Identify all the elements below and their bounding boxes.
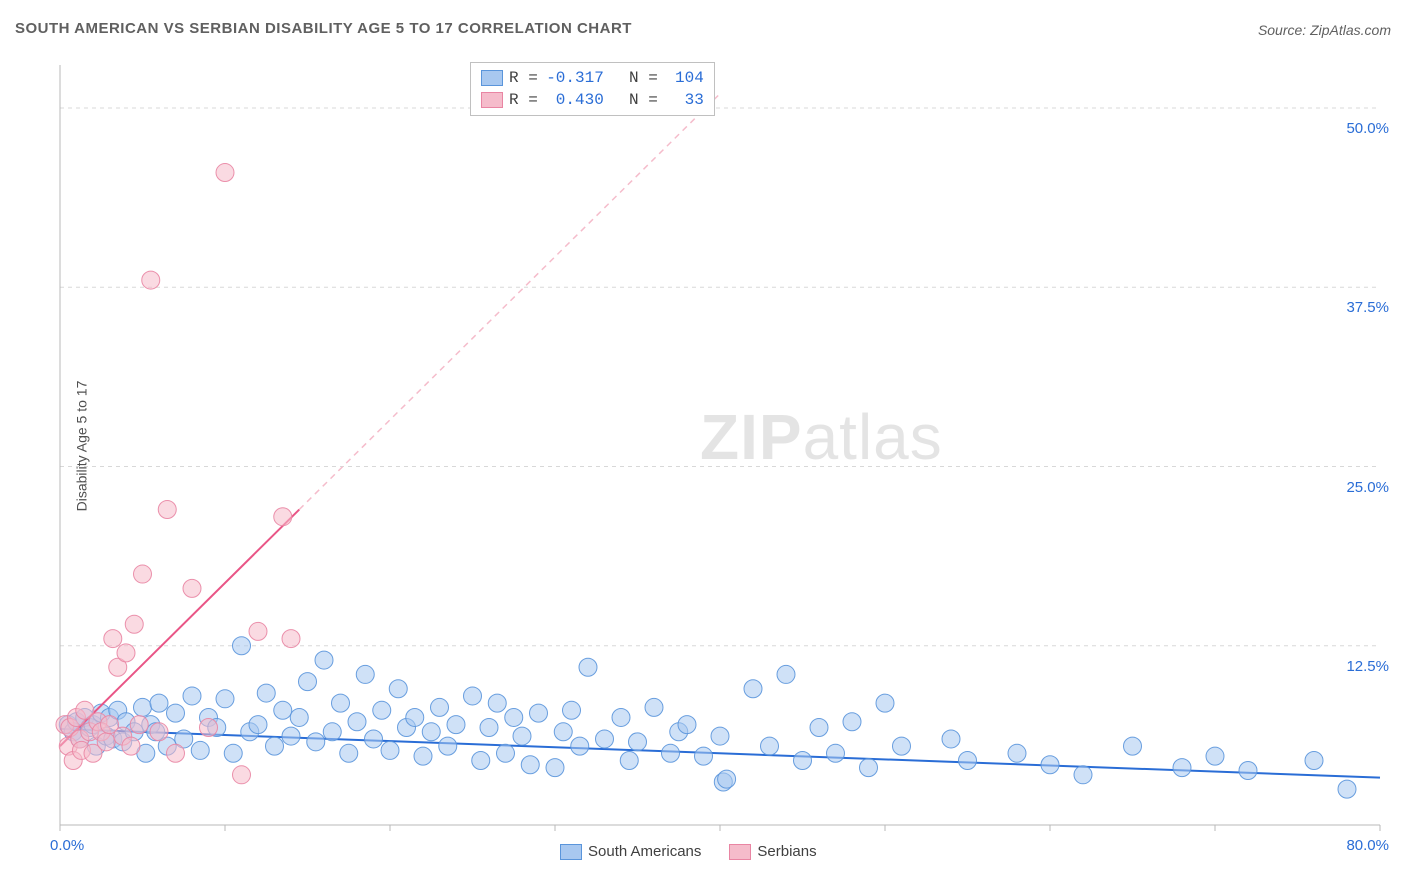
legend-r-value: 0.430 <box>544 91 604 109</box>
x-tick-label: 80.0% <box>1346 837 1389 854</box>
chart-title: SOUTH AMERICAN VS SERBIAN DISABILITY AGE… <box>15 20 632 37</box>
legend-series-name: Serbians <box>757 843 816 860</box>
x-tick-label: 0.0% <box>50 837 84 854</box>
legend-swatch <box>481 92 503 108</box>
y-tick-label: 25.0% <box>1346 479 1389 496</box>
legend-swatch <box>729 844 751 860</box>
legend-r-label: R = <box>509 91 538 109</box>
legend-n-label: N = <box>610 69 658 87</box>
legend-row: R = 0.430 N = 33 <box>481 89 704 111</box>
source-text: Source: ZipAtlas.com <box>1258 22 1391 38</box>
chart-area: 12.5%25.0%37.5%50.0%0.0%80.0% <box>45 55 1391 835</box>
correlation-legend: R = -0.317 N = 104R = 0.430 N = 33 <box>470 62 715 116</box>
legend-n-value: 104 <box>664 69 704 87</box>
legend-r-label: R = <box>509 69 538 87</box>
y-tick-label: 37.5% <box>1346 299 1389 316</box>
legend-n-label: N = <box>610 91 658 109</box>
y-tick-label: 50.0% <box>1346 120 1389 137</box>
legend-series-name: South Americans <box>588 843 701 860</box>
legend-r-value: -0.317 <box>544 69 604 87</box>
legend-swatch <box>560 844 582 860</box>
legend-item: South Americans <box>560 843 701 860</box>
legend-swatch <box>481 70 503 86</box>
series-legend: South Americans Serbians <box>560 843 817 860</box>
chart-svg <box>45 55 1391 835</box>
legend-row: R = -0.317 N = 104 <box>481 67 704 89</box>
y-tick-label: 12.5% <box>1346 658 1389 675</box>
legend-item: Serbians <box>729 843 816 860</box>
legend-n-value: 33 <box>664 91 704 109</box>
